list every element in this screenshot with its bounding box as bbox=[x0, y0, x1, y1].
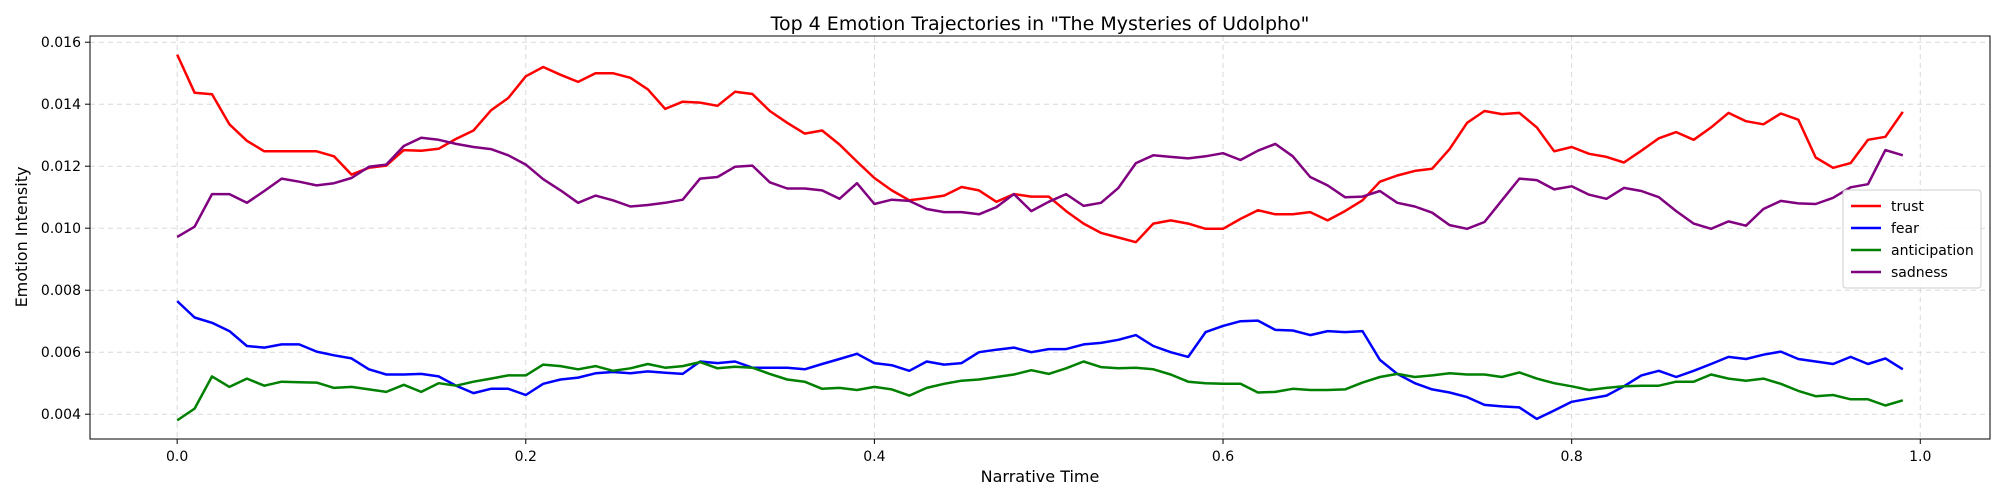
x-tick-label: 0.4 bbox=[863, 449, 885, 465]
y-tick-label: 0.004 bbox=[41, 407, 81, 423]
series-line-trust bbox=[176, 54, 1904, 244]
x-tick-label: 0.8 bbox=[1561, 449, 1583, 465]
series-line-anticipation bbox=[176, 360, 1904, 422]
x-tick-label: 0.6 bbox=[1212, 449, 1234, 465]
legend: trust fear anticipation sadness bbox=[1842, 189, 1982, 289]
x-tick-label: 0.0 bbox=[166, 449, 188, 465]
x-tick-label: 0.2 bbox=[515, 449, 537, 465]
y-tick-label: 0.008 bbox=[41, 283, 81, 299]
y-tick-label: 0.016 bbox=[41, 35, 81, 51]
series-line-fear bbox=[176, 300, 1904, 421]
legend-box bbox=[1842, 189, 1982, 289]
y-tick-label: 0.010 bbox=[41, 221, 81, 237]
x-axis-title: Narrative Time bbox=[981, 467, 1100, 486]
legend-label-trust: trust bbox=[1891, 199, 1924, 215]
legend-label-sadness: sadness bbox=[1891, 265, 1948, 281]
y-tick-label: 0.012 bbox=[41, 159, 81, 175]
series-line-sadness bbox=[176, 136, 1904, 238]
legend-label-anticipation: anticipation bbox=[1891, 243, 1974, 259]
y-axis-ticks: 0.004 0.006 0.008 0.010 0.012 0.014 0.016 bbox=[41, 35, 90, 423]
legend-label-fear: fear bbox=[1891, 221, 1919, 237]
x-tick-label: 1.0 bbox=[1909, 449, 1931, 465]
x-axis-ticks: 0.0 0.2 0.4 0.6 0.8 1.0 bbox=[166, 439, 1931, 465]
series-lines bbox=[176, 54, 1904, 422]
y-axis-title: Emotion Intensity bbox=[12, 167, 31, 308]
y-tick-label: 0.006 bbox=[41, 345, 81, 361]
y-tick-label: 0.014 bbox=[41, 97, 81, 113]
chart-title: Top 4 Emotion Trajectories in "The Myste… bbox=[770, 13, 1310, 35]
plot-area-frame bbox=[89, 35, 1991, 440]
